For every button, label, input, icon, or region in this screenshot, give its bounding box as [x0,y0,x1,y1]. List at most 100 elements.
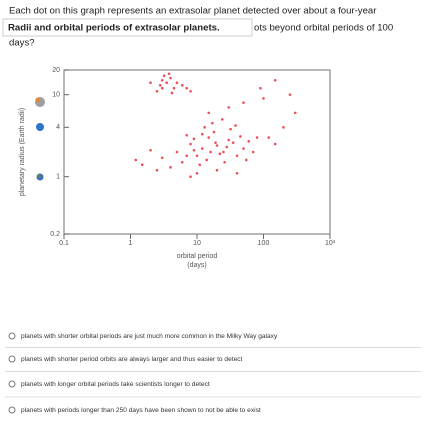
option-label[interactable]: planets with longer orbital periods take… [21,381,210,388]
data-point [255,136,259,139]
y-axis-title: planetary radius (Earth radii) [19,108,26,196]
data-point [244,158,248,162]
data-point [169,166,172,169]
plot-area [63,69,331,235]
data-point [222,150,225,154]
tooltip-box [2,18,253,37]
data-point [282,126,285,129]
data-point [195,171,199,175]
data-point [140,163,144,167]
data-point [259,86,262,90]
x-tick-label: 1 [129,240,133,247]
x-tick-label: 10³ [325,240,336,247]
data-point [149,81,152,85]
option-label[interactable]: planets with shorter orbital periods are… [21,333,278,340]
data-point [192,148,196,152]
data-point [235,171,239,175]
data-point [242,147,245,150]
data-point [214,141,217,144]
data-point [218,152,222,156]
data-point [215,144,219,147]
data-point [149,148,152,152]
data-point [209,150,212,154]
data-point [273,78,277,82]
data-point [220,118,224,121]
data-point [155,168,159,172]
data-point [185,86,188,90]
radio-button[interactable] [8,355,16,363]
question-line: ots beyond orbital periods of 100 [254,23,393,34]
data-point [231,141,235,144]
data-point [189,175,192,178]
data-point [227,138,231,142]
data-point [251,150,255,154]
question-line: days? [9,38,35,49]
data-point [180,84,184,87]
data-point [167,72,171,76]
data-point [185,133,188,137]
data-point [195,154,199,158]
y-tick-label: 20 [52,67,60,74]
data-point [175,81,179,85]
x-axis-title: orbital period [177,253,218,260]
option-label[interactable]: planets with periods longer than 250 day… [21,407,261,414]
planet-icon [36,123,44,131]
data-point [158,84,162,87]
data-point [172,86,176,90]
data-point [155,89,159,93]
x-tick-label: 10 [193,240,201,247]
data-point [229,127,232,131]
data-point [189,89,192,93]
data-point [239,135,242,138]
data-point [242,101,245,104]
data-point [165,81,168,85]
data-point [200,147,204,150]
radio-button[interactable] [8,332,16,340]
data-point [185,154,188,158]
data-point [293,111,297,115]
data-point [160,78,164,82]
data-point [212,130,216,134]
data-point [189,142,192,146]
data-point [160,156,164,160]
data-point [235,154,239,158]
data-point [205,158,209,162]
data-point [273,142,277,146]
data-point [192,137,196,141]
radio-button[interactable] [8,380,16,388]
planet-icon [37,174,41,178]
data-point [234,124,237,127]
data-point [227,106,231,109]
data-point [288,93,292,96]
data-point [170,91,174,95]
data-point [211,121,214,125]
radio-button[interactable] [8,406,16,414]
data-point [162,74,166,78]
data-point [267,136,271,139]
x-tick-label: 100 [258,240,270,247]
data-point [207,136,211,139]
data-point [175,150,179,154]
data-point [225,145,229,149]
y-tick-label: 4 [56,124,60,131]
data-point [134,158,138,162]
data-point [215,168,219,172]
y-tick-label: 0.2 [50,231,60,238]
tooltip: Radii and orbital periods of extrasolar … [8,23,220,34]
data-point [180,160,184,164]
data-point [160,86,164,90]
option-label[interactable]: planets with shorter period orbits are a… [21,356,243,363]
data-point [198,163,202,167]
data-point [207,111,211,115]
y-tick-label: 10 [52,92,60,99]
question-line: Each dot on this graph represents an ext… [9,6,377,17]
data-point [247,140,251,143]
y-tick-label: 1 [56,174,60,181]
data-point [169,76,172,80]
data-point [203,126,206,129]
data-point [262,97,265,100]
data-point [200,132,204,136]
planet-icon [35,97,41,103]
x-tick-label: 0.1 [59,240,69,247]
